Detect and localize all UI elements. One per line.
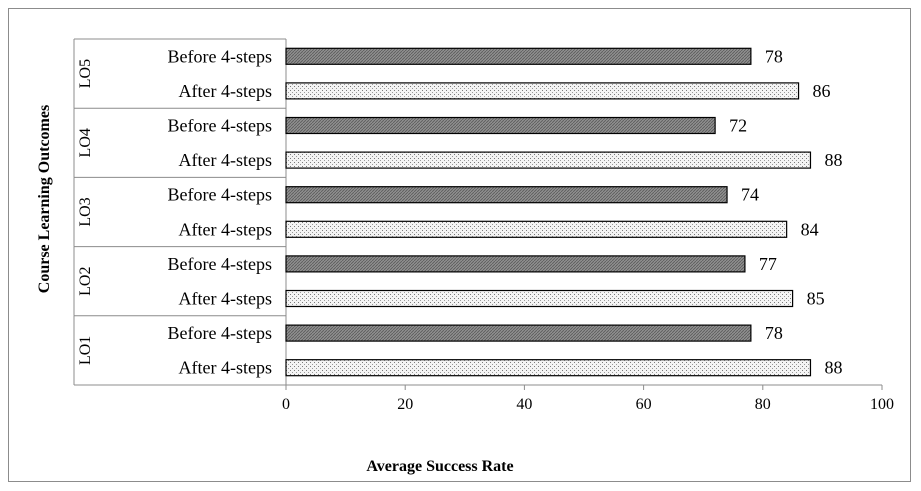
category-label: Before 4-steps [168,254,272,274]
bar-lo3-after [285,220,788,238]
category-label: After 4-steps [179,289,272,309]
bar-lo2-after [285,289,794,308]
labels-layer: 0 20 40 60 80 100 LO5 Before 4-steps 78 After 4-s… [77,46,894,413]
data-label: 77 [759,254,777,274]
group-label-lo5: LO5 [77,59,94,88]
category-label: Before 4-steps [168,46,272,66]
category-label: After 4-steps [179,150,272,170]
data-label: 86 [813,81,831,101]
data-label: 78 [765,46,783,66]
x-tick-label: 100 [870,396,894,413]
x-tick-label: 0 [282,396,290,413]
axes-layer [73,38,883,390]
data-label: 88 [824,150,842,170]
data-label: 88 [824,358,842,378]
group-label-lo1: LO1 [77,336,94,365]
data-label: 74 [741,185,759,205]
category-label: Before 4-steps [168,323,272,343]
bar-lo3-before [285,186,728,204]
x-tick-label: 20 [397,396,413,413]
bar-chart: 0 20 40 60 80 100 LO5 Before 4-steps 78 After 4-s… [36,38,894,475]
data-label: 85 [807,289,825,309]
data-label: 78 [765,323,783,343]
category-label: After 4-steps [179,219,272,239]
chart-frame: 0 20 40 60 80 100 LO5 Before 4-steps 78 After 4-s… [8,8,911,482]
bar-lo4-before [285,116,716,135]
data-label: 72 [729,116,747,136]
x-tick-label: 40 [516,396,532,413]
bar-lo1-after [285,359,812,377]
bar-lo2-before [285,255,746,273]
bar-lo5-after [285,82,800,100]
category-label: After 4-steps [179,81,272,101]
x-tick-label: 60 [636,396,652,413]
category-label: Before 4-steps [168,185,272,205]
group-label-lo4: LO4 [77,128,94,157]
bars-layer [285,47,812,377]
y-axis-title: Course Learning Outcomes [36,105,53,293]
x-axis-title: Average Success Rate [366,458,513,475]
bar-lo4-after [285,151,812,169]
group-label-lo2: LO2 [77,267,94,296]
category-label: After 4-steps [179,358,272,378]
x-tick-label: 80 [755,396,771,413]
group-label-lo3: LO3 [77,197,94,226]
bar-lo1-before [285,324,752,342]
data-label: 84 [801,219,819,239]
category-label: Before 4-steps [168,116,272,136]
bar-lo5-before [285,47,752,65]
